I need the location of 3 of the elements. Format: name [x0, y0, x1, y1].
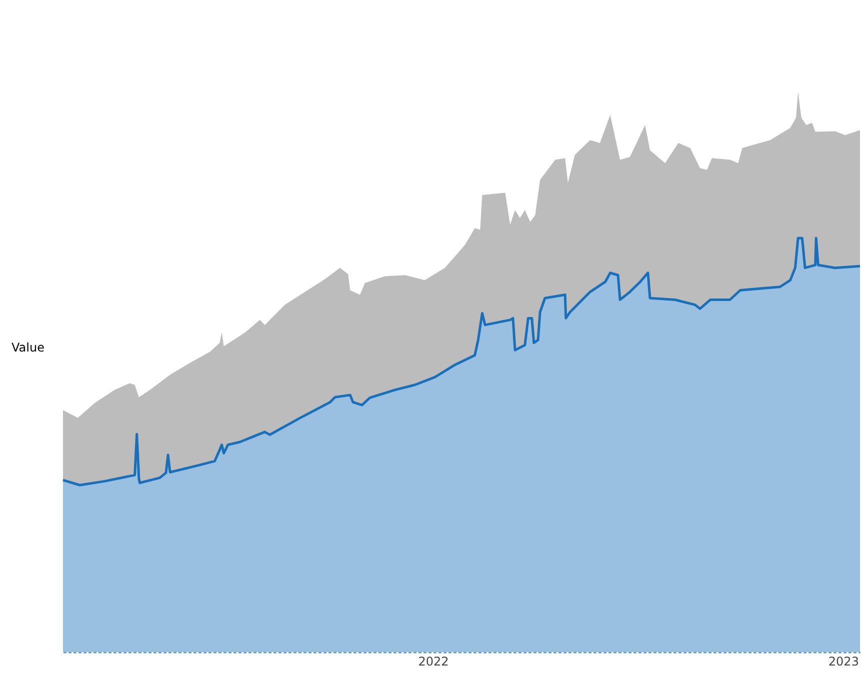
x-tick-label: 2023	[828, 654, 859, 668]
y-axis-title: Value	[12, 340, 44, 354]
x-tick-label: 2022	[418, 654, 449, 668]
